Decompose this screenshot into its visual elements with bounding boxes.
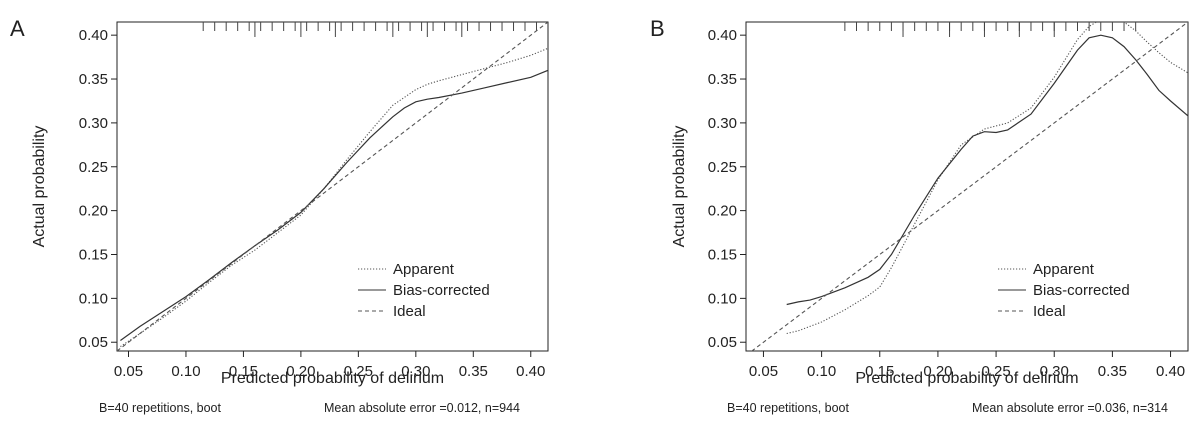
y-tick-label: 0.30	[708, 115, 737, 132]
y-tick-label: 0.05	[708, 334, 737, 351]
legend-label: Ideal	[393, 303, 426, 320]
legend: Apparent Bias-corrected Ideal	[998, 261, 1130, 320]
y-tick-label: 0.35	[708, 71, 737, 88]
legend-label: Bias-corrected	[1033, 282, 1130, 299]
footnote-right: Mean absolute error =0.012, n=944	[324, 401, 520, 415]
footnote-right: Mean absolute error =0.036, n=314	[972, 401, 1168, 415]
panel-label: A	[10, 16, 25, 41]
x-axis-title: Predicted probability of delirium	[221, 370, 444, 387]
legend: Apparent Bias-corrected Ideal	[358, 261, 490, 320]
x-tick-label: 0.40	[1156, 363, 1185, 380]
rug-ticks	[202, 22, 538, 37]
plot-frame	[745, 21, 1189, 352]
x-axis-title: Predicted probability of delirium	[855, 370, 1078, 387]
y-axis-title: Actual probability	[31, 126, 48, 248]
legend-label: Ideal	[1033, 303, 1066, 320]
footnote-left: B=40 repetitions, boot	[727, 401, 849, 415]
rug-ticks	[844, 22, 1137, 37]
series-line-bias-corrected	[120, 69, 548, 341]
y-tick-label: 0.10	[708, 290, 737, 307]
y-tick-label: 0.40	[708, 27, 737, 44]
x-tick-label: 0.20	[286, 363, 315, 380]
x-tick-label: 0.25	[344, 363, 373, 380]
x-tick-label: 0.15	[865, 363, 894, 380]
y-tick-label: 0.15	[708, 246, 737, 263]
series-line-ideal	[117, 22, 548, 351]
y-tick-label: 0.30	[79, 115, 108, 132]
y-tick-label: 0.05	[79, 334, 108, 351]
x-tick-label: 0.35	[1098, 363, 1127, 380]
y-tick-label: 0.15	[79, 246, 108, 263]
calibration-panel-a: A 0.05 0.10 0.15 0.20 0.25 0.30 0.35 0.40 0.05 0.1…	[10, 16, 549, 415]
series-line-ideal	[750, 22, 1188, 351]
legend-label: Apparent	[1033, 261, 1095, 278]
calibration-panel-b: B 0.05 0.10 0.15 0.20 0.25 0.30 0.35 0.40 0.05 0.1…	[650, 16, 1189, 415]
footnote-left: B=40 repetitions, boot	[99, 401, 221, 415]
series-line-bias-corrected	[786, 34, 1188, 306]
series-line-apparent	[786, 22, 1188, 335]
x-tick-label: 0.10	[807, 363, 836, 380]
x-tick-label: 0.35	[459, 363, 488, 380]
series-line-apparent	[120, 47, 548, 348]
x-tick-label: 0.15	[229, 363, 258, 380]
y-tick-label: 0.25	[79, 159, 108, 176]
x-tick-label: 0.40	[516, 363, 545, 380]
y-tick-label: 0.10	[79, 290, 108, 307]
x-tick-label: 0.30	[401, 363, 430, 380]
x-tick-label: 0.25	[981, 363, 1010, 380]
y-axis-title: Actual probability	[671, 126, 688, 248]
y-tick-label: 0.40	[79, 27, 108, 44]
plot-frame	[116, 21, 549, 352]
panel-label: B	[650, 16, 665, 41]
x-tick-label: 0.05	[749, 363, 778, 380]
x-tick-label: 0.30	[1040, 363, 1069, 380]
legend-label: Bias-corrected	[393, 282, 490, 299]
y-tick-label: 0.20	[79, 203, 108, 220]
x-tick-label: 0.20	[923, 363, 952, 380]
legend-label: Apparent	[393, 261, 455, 278]
y-tick-label: 0.35	[79, 71, 108, 88]
x-tick-label: 0.05	[114, 363, 143, 380]
y-tick-label: 0.20	[708, 203, 737, 220]
y-tick-label: 0.25	[708, 159, 737, 176]
x-tick-label: 0.10	[171, 363, 200, 380]
